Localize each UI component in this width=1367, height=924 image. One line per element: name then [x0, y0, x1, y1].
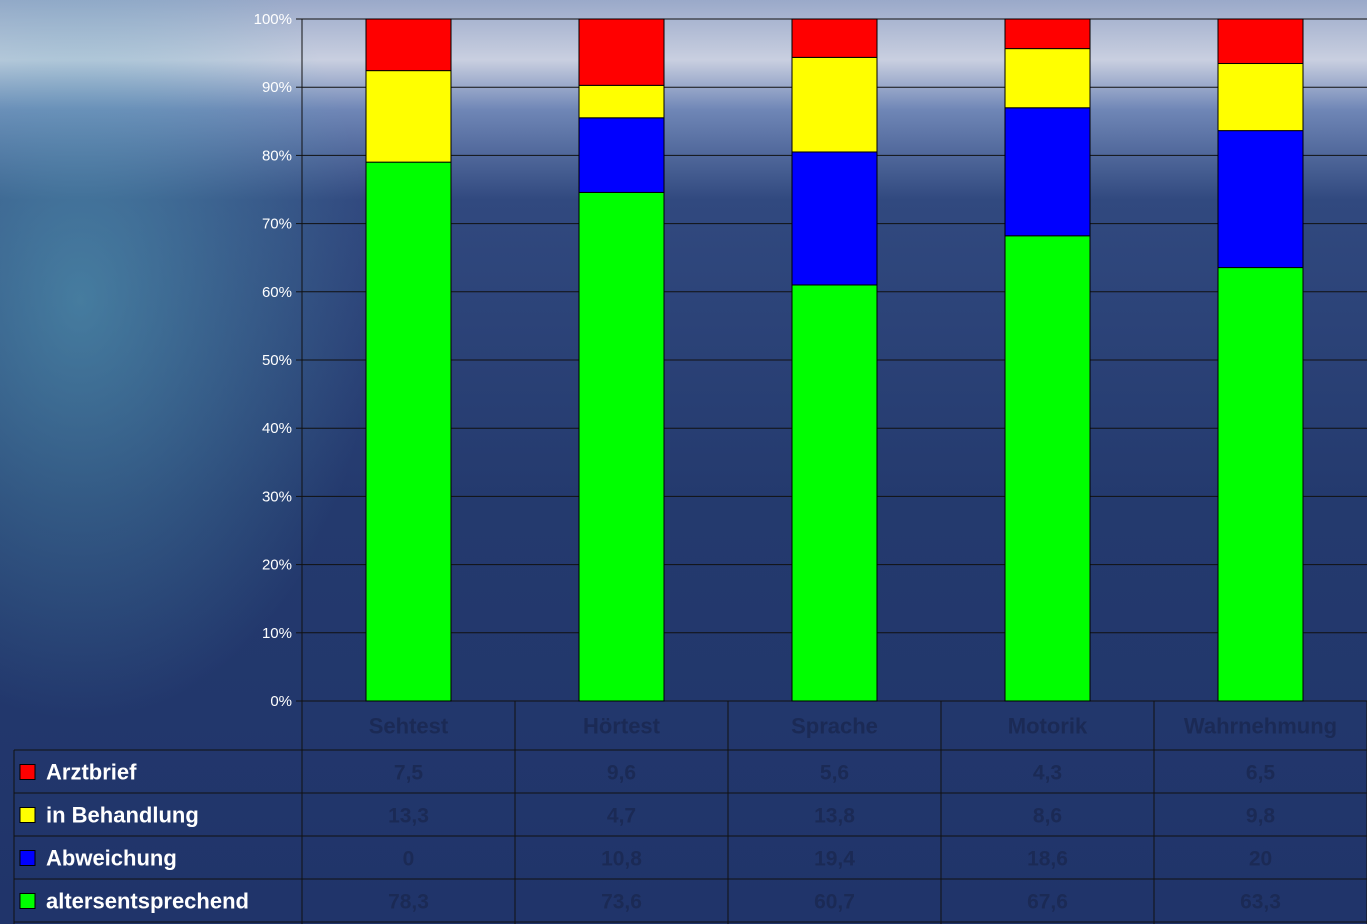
legend-key — [19, 807, 36, 823]
table-value: 7,5 — [394, 762, 424, 785]
table-value: 67,6 — [1027, 891, 1068, 914]
y-tick-label: 0% — [270, 693, 292, 710]
table-value: 13,8 — [814, 805, 855, 828]
legend-key — [19, 764, 36, 780]
series-label: Arztbrief — [46, 760, 137, 785]
bar-segment-arztbrief — [365, 18, 452, 72]
table-value: 13,3 — [388, 805, 429, 828]
category-label: Wahrnehmung — [1184, 714, 1337, 739]
bar-segment-in-behandlung — [791, 56, 878, 153]
bar-segment-abweichung — [791, 151, 878, 286]
y-tick-label: 90% — [262, 79, 292, 96]
table-value: 6,5 — [1246, 762, 1276, 785]
category-label: Sprache — [791, 714, 878, 739]
table-value: 60,7 — [814, 891, 855, 914]
bar-segment-altersentsprechend — [1217, 267, 1304, 702]
table-value: 9,8 — [1246, 805, 1276, 828]
legend-key — [19, 850, 36, 866]
series-label: in Behandlung — [46, 803, 199, 828]
category-label: Sehtest — [369, 714, 449, 739]
bar-segment-arztbrief — [791, 18, 878, 58]
category-label: Motorik — [1008, 714, 1088, 739]
table-value: 8,6 — [1033, 805, 1062, 828]
series-label: altersentsprechend — [46, 889, 249, 914]
table-value: 0 — [403, 848, 415, 871]
bar-segment-altersentsprechend — [578, 191, 665, 702]
y-tick-label: 40% — [262, 420, 292, 437]
y-tick-label: 60% — [262, 284, 292, 301]
y-tick-label: 10% — [262, 625, 292, 642]
table-value: 73,6 — [601, 891, 642, 914]
bar-segment-arztbrief — [578, 18, 665, 86]
bar-segment-altersentsprechend — [791, 284, 878, 702]
table-value: 5,6 — [820, 762, 849, 785]
bar-segment-altersentsprechend — [1004, 235, 1091, 702]
table-value: 19,4 — [814, 848, 855, 871]
bar-segment-abweichung — [1004, 107, 1091, 237]
y-tick-label: 50% — [262, 352, 292, 369]
bar-segment-in-behandlung — [578, 84, 665, 119]
y-tick-label: 30% — [262, 488, 292, 505]
table-value: 63,3 — [1240, 891, 1281, 914]
bar-segment-in-behandlung — [1217, 63, 1304, 132]
y-tick-label: 20% — [262, 557, 292, 574]
y-tick-label: 70% — [262, 216, 292, 233]
y-tick-label: 80% — [262, 147, 292, 164]
bar-segment-in-behandlung — [365, 70, 452, 163]
table-value: 4,3 — [1033, 762, 1062, 785]
bar-segment-abweichung — [1217, 130, 1304, 269]
series-label: Abweichung — [46, 846, 177, 871]
table-value: 20 — [1249, 848, 1272, 871]
bar-segment-altersentsprechend — [365, 161, 452, 702]
table-value: 18,6 — [1027, 848, 1068, 871]
bar-segment-arztbrief — [1217, 18, 1304, 65]
data-table: Sehtest Hörtest Sprache Motorik Wahrnehmung A… — [13, 701, 1367, 924]
legend-key — [19, 893, 36, 909]
y-axis-ticks: 0% 10% 20% 30% 40% 50% 60% 70% 80% 90% 100% — [254, 11, 292, 710]
bars — [365, 18, 1304, 702]
bar-segment-arztbrief — [1004, 18, 1091, 50]
y-tick-label: 100% — [254, 11, 292, 28]
category-label: Hörtest — [583, 714, 661, 739]
table-value: 9,6 — [607, 762, 636, 785]
table-value: 78,3 — [388, 891, 429, 914]
table-value: 10,8 — [601, 848, 642, 871]
bar-segment-in-behandlung — [1004, 48, 1091, 109]
bar-segment-abweichung — [578, 117, 665, 193]
table-value: 4,7 — [607, 805, 636, 828]
